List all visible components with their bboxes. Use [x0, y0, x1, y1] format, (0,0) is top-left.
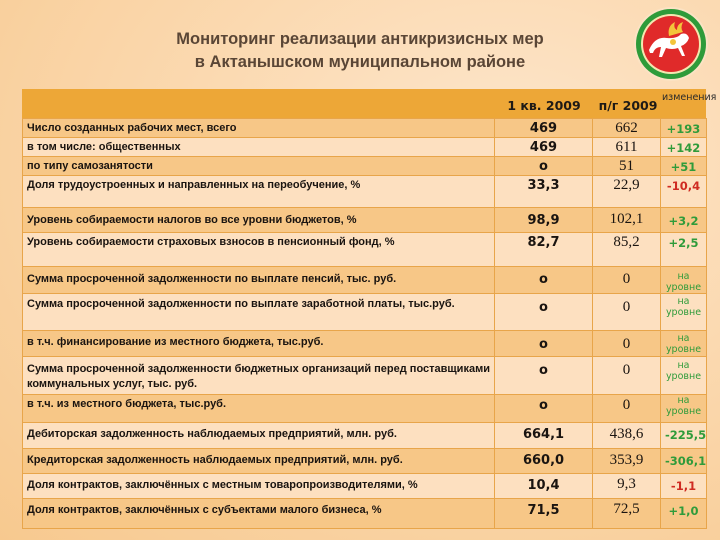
- page-title: Мониторинг реализации антикризисных мер …: [150, 28, 570, 74]
- value-h1: 22,9: [592, 175, 661, 208]
- row-label: в том числе: общественных: [22, 137, 495, 157]
- row-label: Доля контрактов, заключённых с местным т…: [22, 473, 495, 499]
- table-row: Сумма просроченной задолженности по выпл…: [22, 266, 707, 294]
- value-q1: o: [494, 394, 593, 423]
- value-q1: 98,9: [494, 207, 593, 233]
- value-change: +3,2: [660, 207, 707, 233]
- table-row: Уровень собираемости налогов во все уров…: [22, 207, 707, 233]
- value-h1: 0: [592, 330, 661, 357]
- value-h1: 0: [592, 293, 661, 331]
- header-h1-2009: п/г 2009: [598, 98, 658, 113]
- value-h1: 72,5: [592, 498, 661, 529]
- table-row: Сумма просроченной задолженности по выпл…: [22, 293, 707, 331]
- row-label: Доля контрактов, заключённых с субъектам…: [22, 498, 495, 529]
- value-q1: 664,1: [494, 422, 593, 449]
- value-change: на уровне: [660, 356, 707, 395]
- value-change: +51: [660, 156, 707, 176]
- table-row: Число созданных рабочих мест, всего 469 …: [22, 118, 707, 138]
- row-label: Дебиторская задолженность наблюдаемых пр…: [22, 422, 495, 449]
- value-h1: 611: [592, 137, 661, 157]
- row-label: по типу самозанятости: [22, 156, 495, 176]
- header-q1-2009: 1 кв. 2009: [507, 98, 581, 113]
- value-q1: o: [494, 330, 593, 357]
- value-h1: 662: [592, 118, 661, 138]
- header-change: изменения: [662, 92, 717, 103]
- row-label: в т.ч. финансирование из местного бюджет…: [22, 330, 495, 357]
- value-change: на уровне: [660, 330, 707, 357]
- coat-of-arms-tatarstan-icon: [634, 7, 708, 81]
- value-q1: 71,5: [494, 498, 593, 529]
- value-h1: 0: [592, 266, 661, 294]
- row-label: Сумма просроченной задолженности по выпл…: [22, 293, 495, 331]
- value-q1: o: [494, 156, 593, 176]
- table-row: Дебиторская задолженность наблюдаемых пр…: [22, 422, 707, 449]
- row-label: Кредиторская задолженность наблюдаемых п…: [22, 448, 495, 474]
- row-label: Уровень собираемости налогов во все уров…: [22, 207, 495, 233]
- value-h1: 438,6: [592, 422, 661, 449]
- value-q1: 10,4: [494, 473, 593, 499]
- value-h1: 0: [592, 394, 661, 423]
- value-q1: o: [494, 356, 593, 395]
- table-row: Кредиторская задолженность наблюдаемых п…: [22, 448, 707, 474]
- title-line-2: в Актанышском муниципальном районе: [194, 53, 526, 71]
- value-q1: 33,3: [494, 175, 593, 208]
- row-label: Сумма просроченной задолженности по выпл…: [22, 266, 495, 294]
- row-label: Доля трудоустроенных и направленных на п…: [22, 175, 495, 208]
- value-h1: 9,3: [592, 473, 661, 499]
- value-h1: 51: [592, 156, 661, 176]
- value-change: +193: [660, 118, 707, 138]
- table-row: Доля трудоустроенных и направленных на п…: [22, 175, 707, 208]
- indicators-table: Число созданных рабочих мест, всего 469 …: [22, 118, 707, 529]
- table-row: Сумма просроченной задолженности бюджетн…: [22, 356, 707, 395]
- value-h1: 102,1: [592, 207, 661, 233]
- table-row: Доля контрактов, заключённых с местным т…: [22, 473, 707, 499]
- value-h1: 0: [592, 356, 661, 395]
- table-row: в т.ч. финансирование из местного бюджет…: [22, 330, 707, 357]
- row-label: в т.ч. из местного бюджета, тыс.руб.: [22, 394, 495, 423]
- value-change: +142: [660, 137, 707, 157]
- value-q1: o: [494, 293, 593, 331]
- row-label: Сумма просроченной задолженности бюджетн…: [22, 356, 495, 395]
- value-change: +2,5: [660, 232, 707, 267]
- table-row: в т.ч. из местного бюджета, тыс.руб. o 0…: [22, 394, 707, 423]
- value-h1: 85,2: [592, 232, 661, 267]
- value-change: -1,1: [660, 473, 707, 499]
- table-row: по типу самозанятости o 51 +51: [22, 156, 707, 176]
- table-row: Доля контрактов, заключённых с субъектам…: [22, 498, 707, 529]
- table-row: в том числе: общественных 469 611 +142: [22, 137, 707, 157]
- value-change: на уровне: [660, 394, 707, 423]
- value-q1: 82,7: [494, 232, 593, 267]
- title-line-1: Мониторинг реализации антикризисных мер: [176, 30, 544, 48]
- value-change: -10,4: [660, 175, 707, 208]
- row-label: Уровень собираемости страховых взносов в…: [22, 232, 495, 267]
- value-h1: 353,9: [592, 448, 661, 474]
- value-change: +1,0: [660, 498, 707, 529]
- row-label: Число созданных рабочих мест, всего: [22, 118, 495, 138]
- value-q1: 469: [494, 118, 593, 138]
- value-change: на уровне: [660, 293, 707, 331]
- value-q1: o: [494, 266, 593, 294]
- value-change: на уровне: [660, 266, 707, 294]
- table-row: Уровень собираемости страховых взносов в…: [22, 232, 707, 267]
- table-header: 1 кв. 2009 п/г 2009 изменения: [22, 89, 717, 118]
- value-q1: 469: [494, 137, 593, 157]
- value-change: -225,5: [660, 422, 707, 449]
- value-change: -306,1: [660, 448, 707, 474]
- value-q1: 660,0: [494, 448, 593, 474]
